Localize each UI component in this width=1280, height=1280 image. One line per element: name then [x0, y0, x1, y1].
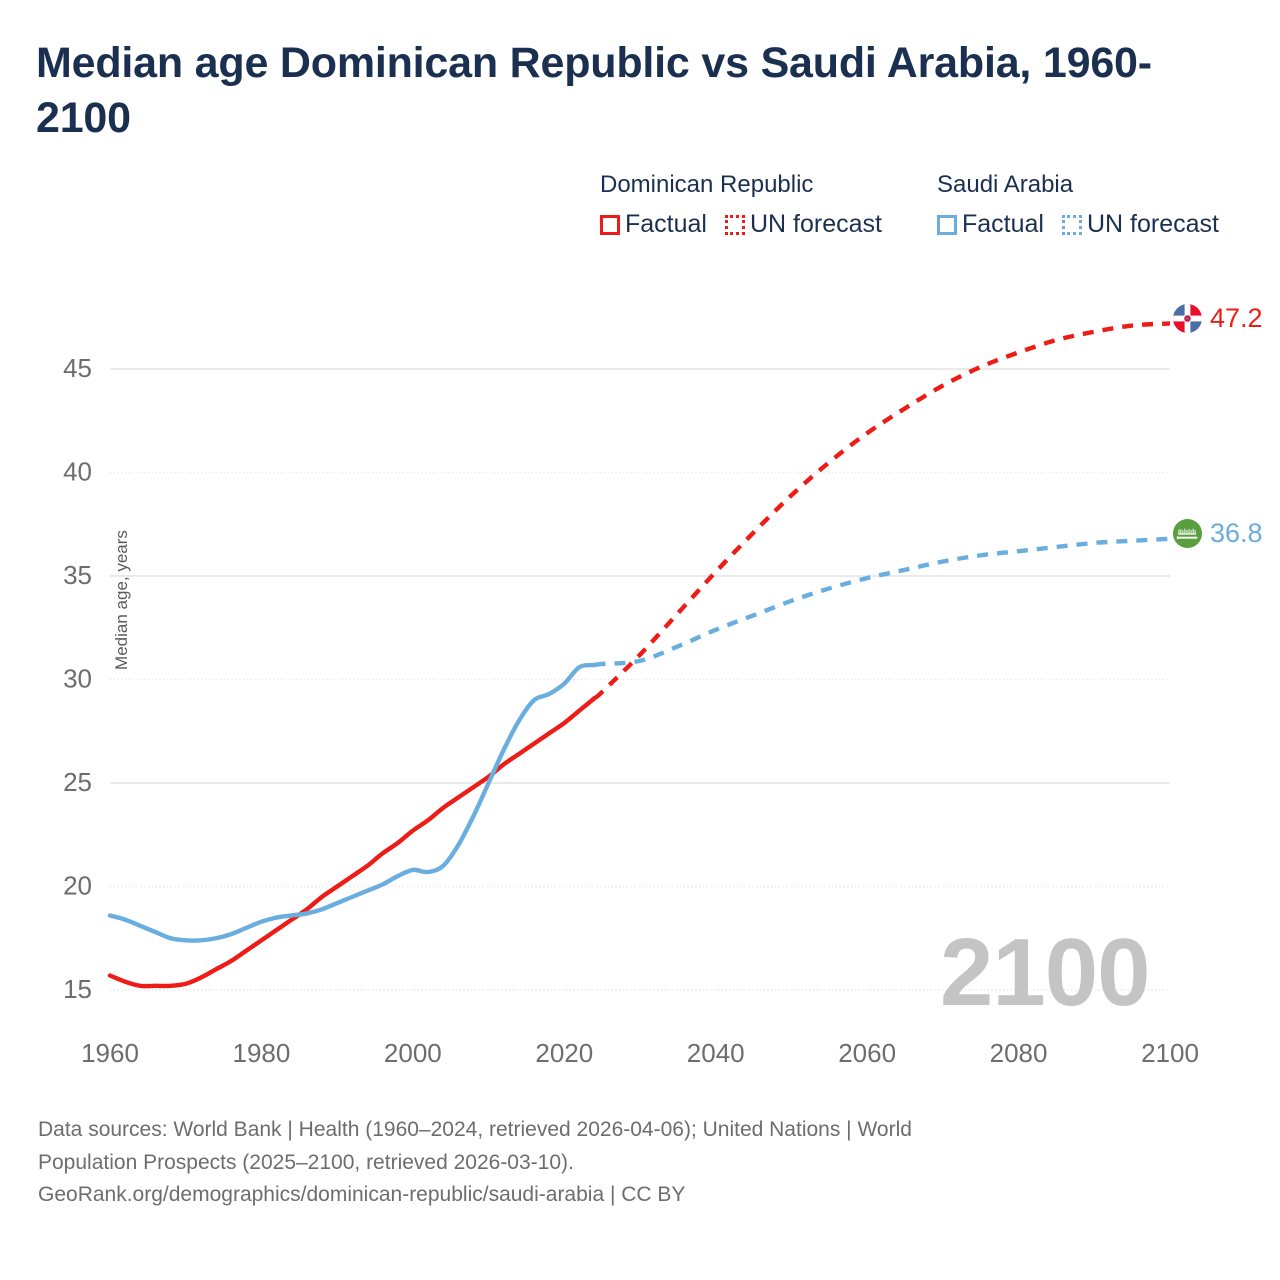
legend-group-dominican-republic: Dominican Republic Factual UN forecast: [600, 171, 882, 239]
legend-item-sa-factual[interactable]: Factual: [937, 210, 1044, 239]
legend-item-label: Factual: [962, 210, 1044, 239]
svg-text:2020: 2020: [535, 1038, 593, 1068]
legend-item-label: UN forecast: [1086, 210, 1219, 239]
svg-text:1980: 1980: [233, 1038, 291, 1068]
legend-swatch-solid-icon: [600, 214, 620, 235]
legend-item-dr-forecast[interactable]: UN forecast: [724, 210, 882, 239]
chart-y-tick-labels: 15 20 25 30 35 40 45: [63, 353, 92, 1004]
end-label-dominican-republic: 47.2: [1172, 303, 1263, 334]
series-line-factual: [107, 662, 597, 943]
svg-text:2040: 2040: [687, 1038, 745, 1068]
chart-legend: Dominican Republic Factual UN forecast S…: [600, 171, 1260, 252]
legend-item-label: UN forecast: [749, 210, 882, 239]
series-line-factual: [107, 695, 597, 989]
legend-swatch-solid-icon: [937, 214, 957, 235]
series-line-forecast: [593, 321, 1171, 700]
svg-text:40: 40: [63, 457, 92, 487]
chart-x-tick-labels: 1960 1980 2000 2020 2040 2060 2080 2100: [81, 1038, 1199, 1068]
chart-gridlines: [110, 368, 1170, 991]
svg-text:2060: 2060: [838, 1038, 896, 1068]
svg-text:2080: 2080: [990, 1038, 1048, 1068]
footer-line-1: Data sources: World Bank | Health (1960–…: [38, 1118, 912, 1141]
svg-text:20: 20: [63, 871, 92, 901]
svg-text:45: 45: [63, 353, 92, 383]
y-axis-title: Median age, years: [112, 530, 131, 670]
end-label-saudi-arabia: 36.8: [1172, 518, 1263, 549]
legend-item-label: Factual: [625, 210, 707, 239]
chart-series-lines: [107, 321, 1171, 989]
legend-swatch-dotted-icon: [724, 214, 745, 235]
svg-text:25: 25: [63, 767, 92, 797]
svg-text:30: 30: [63, 664, 92, 694]
svg-text:2100: 2100: [1141, 1038, 1199, 1068]
page-title: Median age Dominican Republic vs Saudi A…: [36, 39, 1152, 143]
legend-country-label: Dominican Republic: [600, 171, 814, 198]
legend-group-saudi-arabia: Saudi Arabia Factual UN forecast: [937, 171, 1219, 239]
year-watermark: 2100: [940, 919, 1151, 1026]
end-label-value: 36.8: [1210, 518, 1263, 548]
legend-swatch-dotted-icon: [1061, 214, 1082, 235]
footer-line-2: Population Prospects (2025–2100, retriev…: [38, 1150, 574, 1174]
dominican-republic-flag-icon: [1172, 303, 1203, 334]
legend-item-dr-factual[interactable]: Factual: [600, 210, 707, 239]
saudi-arabia-flag-icon: [1172, 518, 1203, 549]
footer-line-3: GeoRank.org/demographics/dominican-repub…: [38, 1183, 686, 1207]
series-line-forecast: [594, 536, 1171, 668]
svg-text:15: 15: [63, 974, 92, 1004]
svg-text:1960: 1960: [81, 1038, 139, 1068]
legend-country-label: Saudi Arabia: [937, 171, 1074, 198]
legend-item-sa-forecast[interactable]: UN forecast: [1061, 210, 1219, 239]
svg-text:2000: 2000: [384, 1038, 442, 1068]
end-label-value: 47.2: [1210, 303, 1263, 333]
svg-text:35: 35: [63, 560, 92, 590]
chart-footer: Data sources: World Bank | Health (1960–…: [38, 1114, 1198, 1212]
